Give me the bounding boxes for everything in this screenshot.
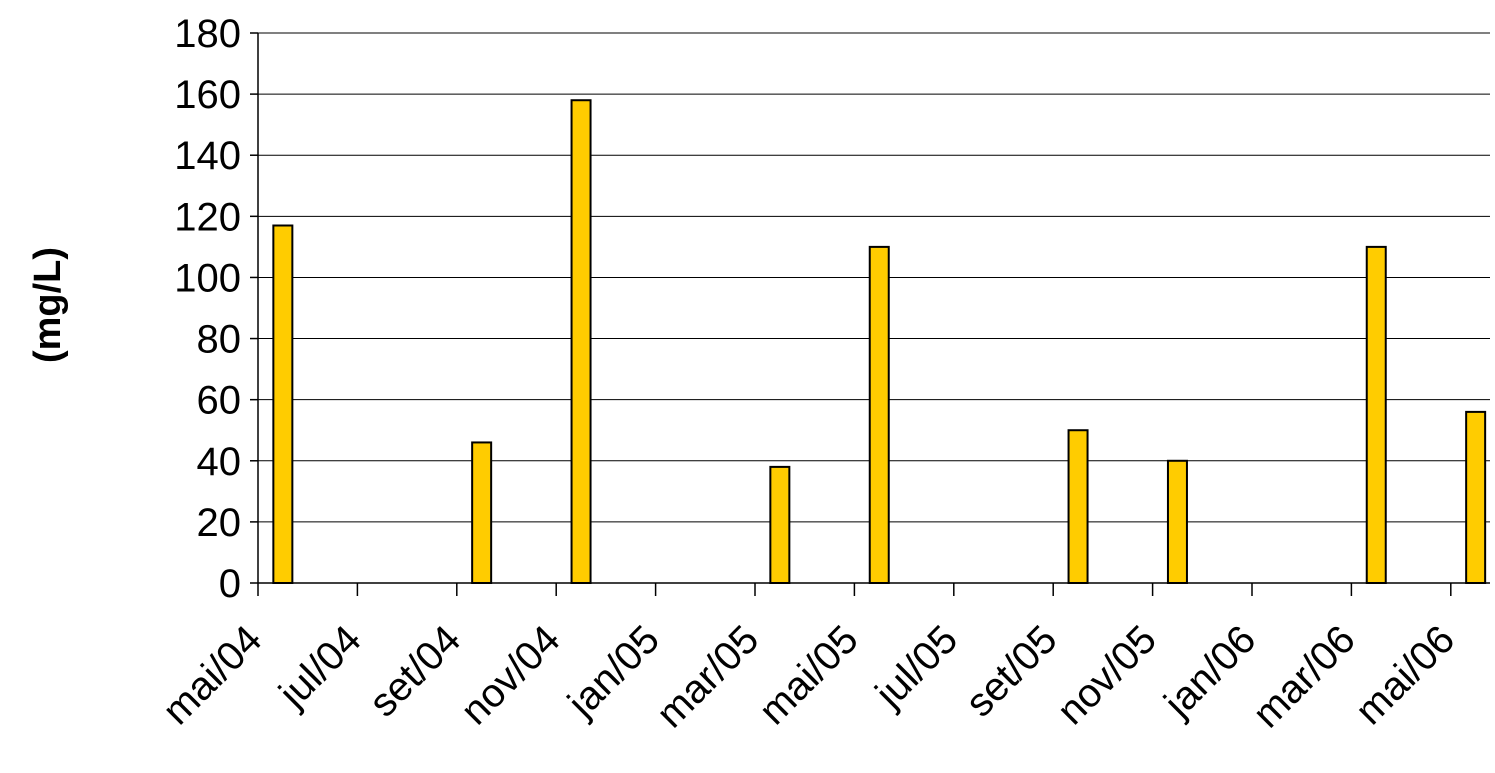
x-tick-label: set/05 [957, 617, 1065, 725]
y-tick-label: 0 [219, 562, 241, 606]
y-tick-label: 60 [197, 379, 242, 423]
y-tick-label: 160 [174, 73, 241, 117]
y-tick-label: 100 [174, 256, 241, 300]
x-tick-label: nov/04 [453, 617, 569, 733]
bar-set-04 [471, 441, 493, 585]
bar-mai-05 [868, 245, 890, 584]
y-tick-label: 140 [174, 134, 241, 178]
y-axis-ticks [250, 32, 258, 584]
bar-mai-06 [1465, 410, 1487, 584]
bar-mai-04 [272, 224, 294, 584]
y-tick-label: 20 [197, 501, 242, 545]
x-axis-ticks [257, 583, 1452, 596]
bars [272, 99, 1487, 585]
x-tick-label: jul/05 [867, 617, 966, 716]
x-tick-label: set/04 [361, 617, 469, 725]
x-axis-tick-labels: mai/04 jul/04set/04nov/04jan/05mar/05mai/… [154, 617, 1463, 736]
x-tick-label: mar/05 [648, 617, 767, 736]
y-tick-label: 120 [174, 195, 241, 239]
bar-nov-04 [570, 99, 592, 584]
x-tick-label: nov/05 [1049, 617, 1165, 733]
y-axis-title: (mg/L) [27, 247, 69, 363]
y-tick-label: 180 [174, 12, 241, 56]
x-tick-label: mai/06 [1347, 617, 1463, 733]
bar-nov-05 [1166, 459, 1188, 584]
bar-mar-06 [1365, 245, 1387, 584]
bar-mar-05 [769, 465, 791, 584]
y-tick-label: 40 [197, 440, 242, 484]
x-tick-label: mai/05 [751, 617, 867, 733]
x-tick-label: mar/06 [1245, 617, 1364, 736]
bar-set-05 [1067, 429, 1089, 584]
y-tick-label: 80 [197, 318, 242, 362]
x-tick-label: mai/04 [154, 617, 270, 733]
y-axis-tick-labels: 0 20 40 60 80 100 120 140 160 180 [174, 12, 241, 606]
x-tick-label: jul/04 [270, 617, 369, 716]
